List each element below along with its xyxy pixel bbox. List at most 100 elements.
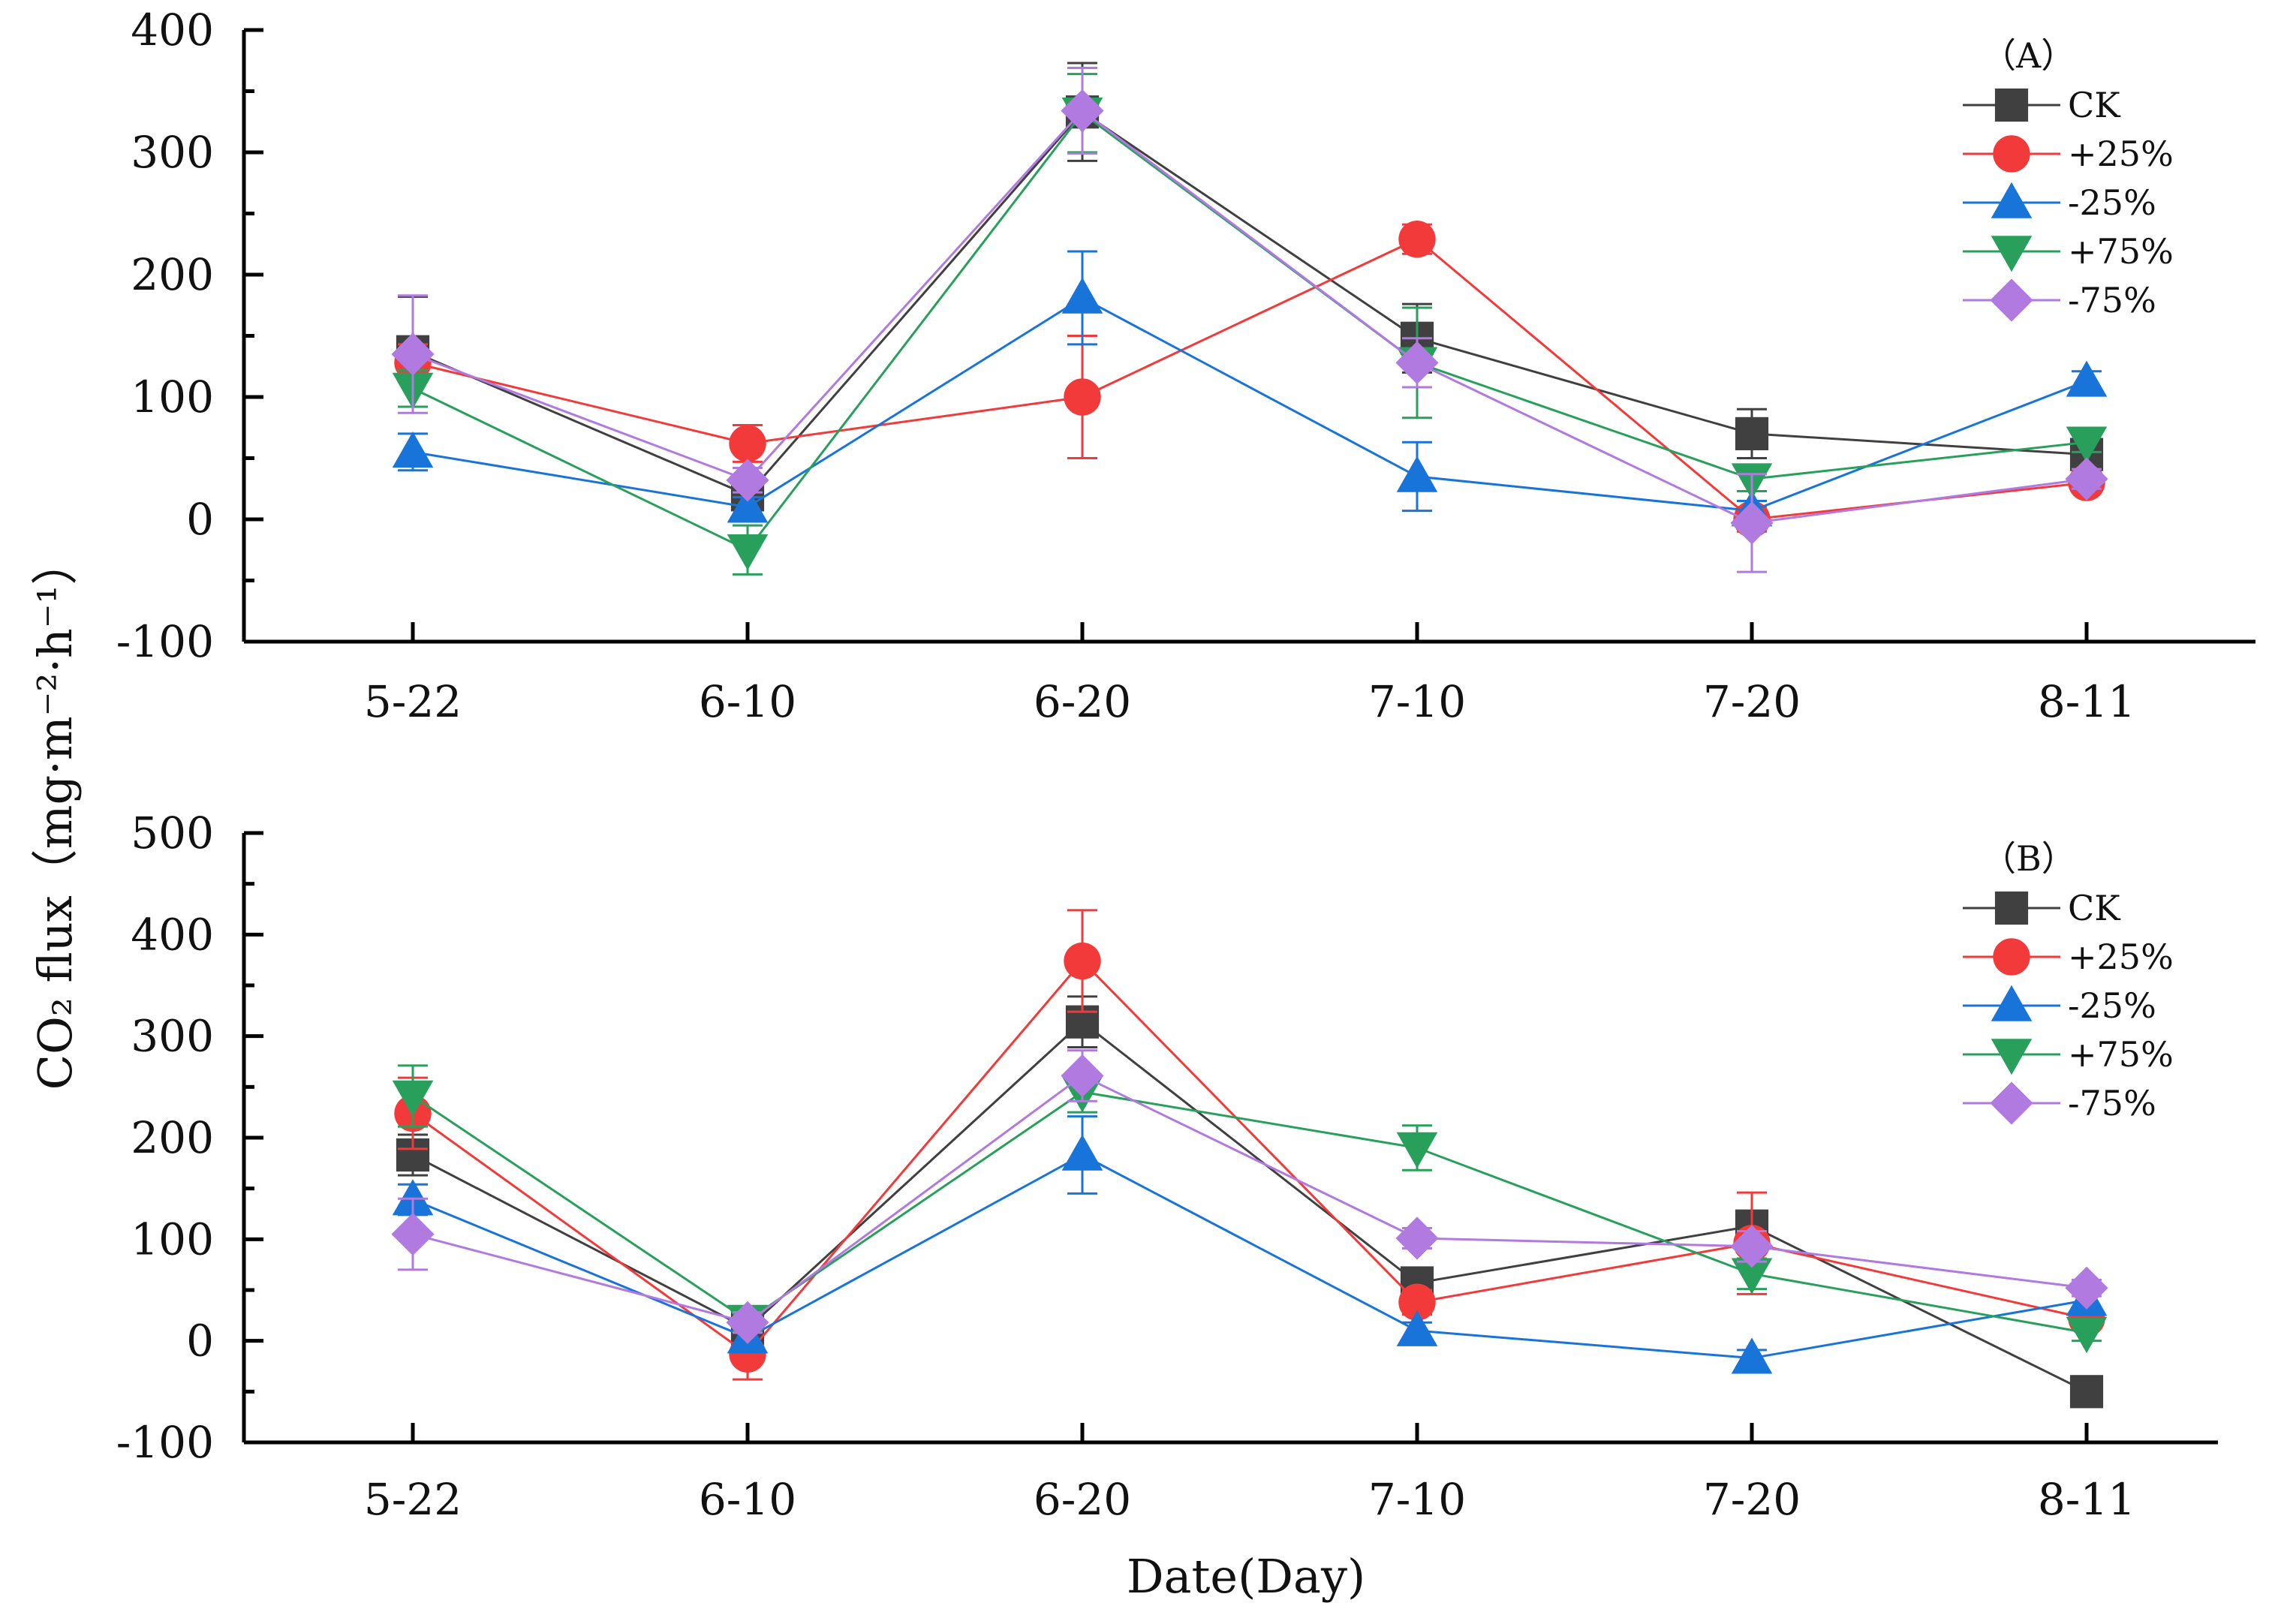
x-tick-label: 7-10 <box>1368 1474 1466 1525</box>
data-point <box>1730 501 1774 545</box>
data-point <box>391 1212 435 1256</box>
data-point <box>1396 1132 1438 1168</box>
x-tick-label: 7-20 <box>1703 676 1801 727</box>
legend-label: CK <box>2068 888 2121 928</box>
data-point <box>726 1301 769 1344</box>
legend-label: +25% <box>2068 134 2174 174</box>
y-tick-label: 300 <box>131 1011 214 1062</box>
series-line <box>412 110 2087 497</box>
y-tick-label: 0 <box>186 1316 214 1367</box>
series-line <box>412 1020 2087 1393</box>
data-point <box>2066 426 2108 463</box>
legend-marker <box>1991 236 2033 272</box>
legend-label: CK <box>2068 85 2121 125</box>
legend-label: +75% <box>2068 231 2174 272</box>
data-point <box>729 425 766 462</box>
legend-marker <box>1990 1081 2033 1125</box>
data-point <box>1395 341 1439 384</box>
legend-label: -25% <box>2068 182 2156 223</box>
y-tick-label: 100 <box>131 371 214 423</box>
x-tick-label: 5-22 <box>364 1474 462 1525</box>
legend-label: +75% <box>2068 1034 2174 1075</box>
data-point <box>1396 1310 1438 1346</box>
panel-a: -100 0 100 200 300 400 5-22 6-10 6-20 7-10 7-20 8-1… <box>116 5 2255 727</box>
y-tick-label: 500 <box>131 807 214 859</box>
y-tick-label: 200 <box>131 249 214 300</box>
legend-marker <box>1991 985 2033 1021</box>
x-tick-label: 8-11 <box>2038 676 2135 727</box>
data-point <box>1398 1283 1436 1321</box>
series--75% <box>391 67 2108 573</box>
series-line <box>412 111 2087 552</box>
legend-marker <box>1993 938 2030 976</box>
legend-label: -25% <box>2068 985 2156 1026</box>
data-point <box>392 1179 434 1216</box>
data-point <box>1730 1225 1774 1268</box>
data-point <box>2065 457 2108 501</box>
series-line <box>412 1090 2087 1334</box>
panel-b: -100 0 100 200 300 400 500 5-22 6-10 6-20 7-10 7-20… <box>116 807 2218 1525</box>
y-tick-label: 0 <box>186 494 214 545</box>
series-+25% <box>394 909 2105 1381</box>
data-point <box>726 459 769 502</box>
y-tick-label: -100 <box>116 1417 214 1468</box>
data-point <box>1061 277 1103 314</box>
x-tick-label: 5-22 <box>364 676 462 727</box>
data-point <box>2065 1266 2108 1310</box>
legend-label: +25% <box>2068 937 2174 977</box>
data-point <box>1064 942 1101 980</box>
legend-marker <box>1994 88 2029 122</box>
data-point <box>2066 360 2108 397</box>
data-point <box>392 1080 434 1117</box>
y-tick-label: 400 <box>131 5 214 56</box>
data-point <box>727 486 769 523</box>
series-+75% <box>392 73 2108 576</box>
y-axis-title: CO₂ flux（mg·m⁻²·h⁻¹） <box>28 539 83 1090</box>
data-point <box>1396 456 1438 492</box>
data-point <box>392 432 434 468</box>
legend-marker <box>1990 278 2033 322</box>
data-point <box>1731 1258 1773 1295</box>
series-line <box>412 1153 2087 1360</box>
x-tick-label: 7-20 <box>1703 1474 1801 1525</box>
x-tick-label: 7-10 <box>1368 676 1466 727</box>
x-tick-label: 6-10 <box>699 676 796 727</box>
series-line <box>412 109 2087 525</box>
x-tick-label: 6-20 <box>1034 1474 1131 1525</box>
data-point <box>727 534 769 571</box>
data-point <box>1731 1337 1773 1374</box>
x-tick-label: 6-10 <box>699 1474 796 1525</box>
panel-label: （A） <box>1982 35 2075 76</box>
y-tick-label: -100 <box>116 616 214 667</box>
series-line <box>412 1074 2087 1324</box>
data-point <box>391 332 435 376</box>
series-line <box>412 296 2087 513</box>
series--25% <box>392 1115 2108 1374</box>
panel-label: （B） <box>1982 838 2076 879</box>
data-point <box>1064 378 1101 416</box>
series-CK <box>396 995 2104 1409</box>
legend-marker <box>1994 891 2029 925</box>
series-line <box>412 237 2087 521</box>
y-tick-label: 100 <box>131 1213 214 1265</box>
legend-label: -75% <box>2068 280 2156 320</box>
data-point <box>1061 89 1104 133</box>
series-+75% <box>392 1064 2108 1354</box>
series--25% <box>392 250 2108 527</box>
data-point <box>1061 1134 1103 1171</box>
data-point <box>2066 1317 2108 1354</box>
y-tick-label: 300 <box>131 127 214 178</box>
data-point <box>1735 417 1769 450</box>
y-tick-label: 200 <box>131 1112 214 1163</box>
legend-marker <box>1991 182 2033 218</box>
data-point <box>2069 1375 2104 1409</box>
x-axis-title: Date(Day) <box>1127 1549 1365 1604</box>
y-tick-label: 400 <box>131 909 214 960</box>
legend-marker <box>1991 1039 2033 1075</box>
data-point <box>1061 1054 1104 1098</box>
series--75% <box>391 1049 2108 1344</box>
legend-marker <box>1993 135 2030 173</box>
data-point <box>1398 221 1436 258</box>
